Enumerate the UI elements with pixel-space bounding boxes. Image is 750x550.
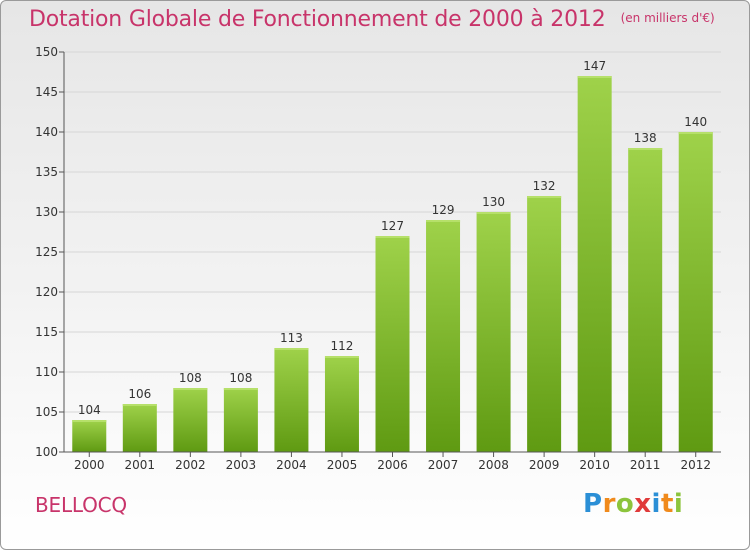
x-tick-label: 2010 — [579, 458, 610, 472]
bar-value-label: 130 — [482, 195, 505, 209]
chart-title: Dotation Globale de Fonctionnement de 20… — [29, 7, 606, 32]
bar-2003 — [223, 388, 258, 452]
bar-top-highlight — [628, 148, 663, 150]
bar-2009 — [527, 196, 562, 452]
logo-letter: i — [651, 489, 661, 519]
logo-letter: o — [615, 489, 635, 519]
town-name: BELLOCQ — [35, 493, 127, 517]
y-tick-label: 145 — [35, 85, 58, 99]
bar-value-label: 106 — [128, 387, 151, 401]
bar-2007 — [426, 220, 461, 452]
bar-layer — [72, 76, 713, 452]
y-tick-label: 150 — [35, 45, 58, 59]
logo-letter: t — [660, 489, 674, 519]
bar-top-highlight — [173, 388, 208, 390]
x-tick-label: 2000 — [74, 458, 105, 472]
bar-2001 — [122, 404, 157, 452]
bar-value-label: 104 — [78, 403, 101, 417]
x-tick-label: 2005 — [327, 458, 358, 472]
bar-value-label: 138 — [634, 131, 657, 145]
x-tick-label: 2002 — [175, 458, 206, 472]
bar-value-label: 140 — [684, 115, 707, 129]
bar-2008 — [476, 212, 511, 452]
x-tick-label: 2001 — [125, 458, 156, 472]
bar-2004 — [274, 348, 309, 452]
bar-2011 — [628, 148, 663, 452]
bar-value-label: 127 — [381, 219, 404, 233]
bar-value-label: 147 — [583, 59, 606, 73]
label-layer: 104 2000 106 2001 108 2002 108 2003 113 2004 112 20… — [74, 59, 711, 472]
logo-letter: r — [602, 489, 616, 519]
x-tick-label: 2003 — [226, 458, 257, 472]
x-tick-label: 2012 — [680, 458, 711, 472]
bar-top-highlight — [324, 356, 359, 358]
y-tick-label: 140 — [35, 125, 58, 139]
axis-layer: 100 105 110 115 120 125 130 135 140 145 150 — [35, 45, 721, 459]
bar-2006 — [375, 236, 410, 452]
bar-value-label: 112 — [331, 339, 354, 353]
y-tick-label: 115 — [35, 325, 58, 339]
bar-2005 — [324, 356, 359, 452]
bar-top-highlight — [527, 196, 562, 198]
y-tick-label: 130 — [35, 205, 58, 219]
bar-top-highlight — [577, 76, 612, 78]
bar-2010 — [577, 76, 612, 452]
logo-letter: P — [583, 489, 603, 519]
x-tick-label: 2009 — [529, 458, 560, 472]
x-tick-label: 2011 — [630, 458, 661, 472]
bar-top-highlight — [476, 212, 511, 214]
bar-2002 — [173, 388, 208, 452]
bar-top-highlight — [678, 132, 713, 134]
bar-top-highlight — [274, 348, 309, 350]
bar-value-label: 129 — [432, 203, 455, 217]
x-tick-label: 2008 — [478, 458, 509, 472]
bar-value-label: 113 — [280, 331, 303, 345]
x-tick-label: 2006 — [377, 458, 408, 472]
y-tick-label: 135 — [35, 165, 58, 179]
proxiti-logo[interactable]: Proxiti — [583, 489, 683, 519]
logo-letter: i — [673, 489, 684, 519]
bar-top-highlight — [72, 420, 107, 422]
bar-value-label: 132 — [533, 179, 556, 193]
bar-top-highlight — [375, 236, 410, 238]
y-tick-label: 105 — [35, 405, 58, 419]
bar-top-highlight — [223, 388, 258, 390]
logo-letter: x — [634, 489, 652, 519]
y-tick-label: 125 — [35, 245, 58, 259]
bar-top-highlight — [122, 404, 157, 406]
bar-2000 — [72, 420, 107, 452]
bar-value-label: 108 — [229, 371, 252, 385]
x-tick-label: 2007 — [428, 458, 459, 472]
bar-2012 — [678, 132, 713, 452]
y-tick-label: 100 — [35, 445, 58, 459]
bar-value-label: 108 — [179, 371, 202, 385]
x-tick-label: 2004 — [276, 458, 307, 472]
title-block: Dotation Globale de Fonctionnement de 20… — [29, 7, 715, 32]
bar-top-highlight — [426, 220, 461, 222]
y-tick-label: 120 — [35, 285, 58, 299]
y-tick-label: 110 — [35, 365, 58, 379]
chart-subtitle: (en milliers d'€) — [620, 11, 715, 25]
